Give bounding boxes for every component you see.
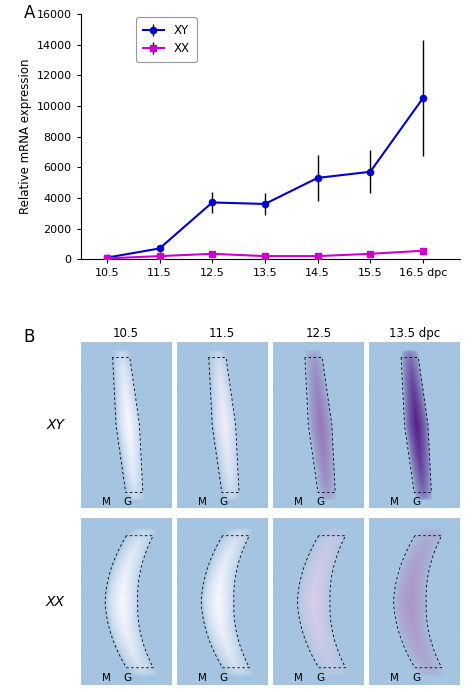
Text: G: G xyxy=(124,497,132,507)
Text: M: M xyxy=(101,497,110,507)
Text: G: G xyxy=(412,497,420,507)
Text: G: G xyxy=(124,673,132,684)
Text: G: G xyxy=(220,673,228,684)
Title: 11.5: 11.5 xyxy=(209,327,235,340)
Text: B: B xyxy=(24,328,35,346)
Title: 12.5: 12.5 xyxy=(305,327,331,340)
Text: A: A xyxy=(24,4,35,22)
Text: M: M xyxy=(198,673,207,684)
Text: M: M xyxy=(390,497,399,507)
Text: G: G xyxy=(220,497,228,507)
Text: XY: XY xyxy=(46,418,64,432)
Title: 10.5: 10.5 xyxy=(113,327,139,340)
Text: G: G xyxy=(316,673,324,684)
Text: M: M xyxy=(294,497,303,507)
Text: G: G xyxy=(412,673,420,684)
Text: M: M xyxy=(198,497,207,507)
Y-axis label: Relative mRNA expression: Relative mRNA expression xyxy=(19,59,32,215)
Legend: XY, XX: XY, XX xyxy=(136,17,197,62)
Text: M: M xyxy=(390,673,399,684)
Text: M: M xyxy=(101,673,110,684)
Text: M: M xyxy=(294,673,303,684)
Title: 13.5 dpc: 13.5 dpc xyxy=(389,327,440,340)
Text: G: G xyxy=(316,497,324,507)
Text: XX: XX xyxy=(45,594,64,609)
